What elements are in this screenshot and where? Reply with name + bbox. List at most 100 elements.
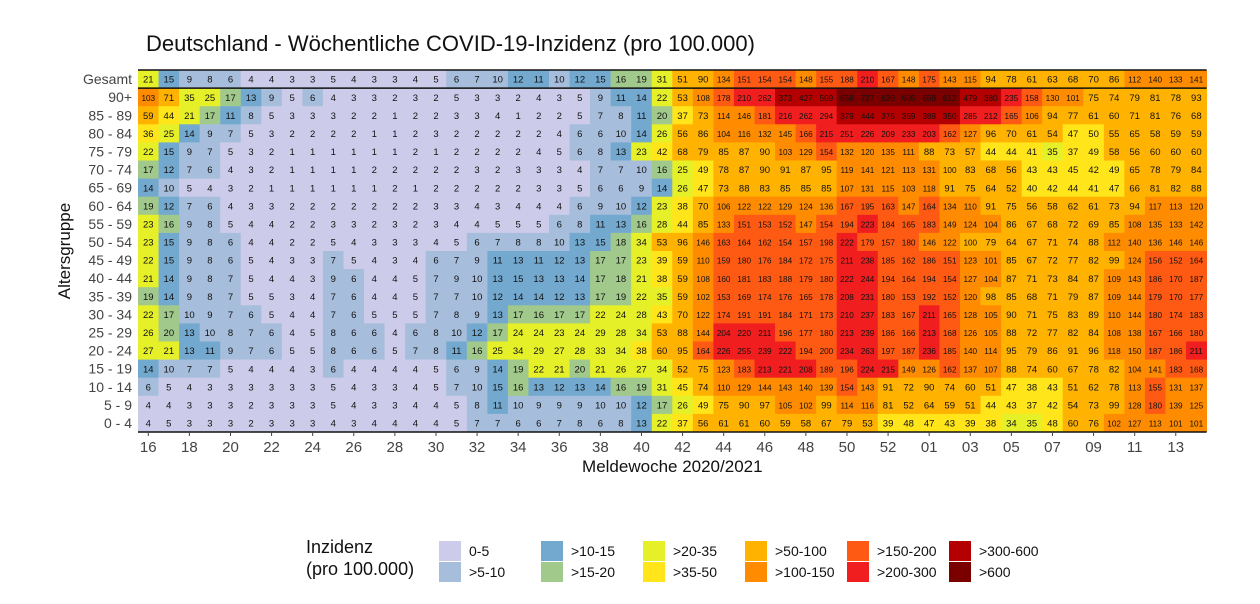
cell-value: 87 (739, 147, 750, 158)
cell-value: 612 (943, 94, 957, 103)
heatmap-cell (816, 142, 838, 161)
heatmap-cell (158, 178, 180, 198)
cell-value: 11 (595, 219, 605, 230)
heatmap-cell (1042, 359, 1064, 379)
cell-value: 9 (557, 400, 562, 411)
heatmap-cell (733, 305, 755, 324)
cell-value: 6 (228, 256, 233, 267)
heatmap-cell (1124, 359, 1146, 379)
cell-value: 9 (187, 256, 192, 267)
cell-value: 4 (392, 419, 397, 430)
cell-value: 4 (228, 165, 233, 176)
cell-value: 4 (474, 201, 479, 212)
cell-value: 77 (1068, 111, 1079, 122)
heatmap-cell (220, 214, 242, 234)
cell-value: 118 (1108, 347, 1121, 356)
heatmap-cell (158, 70, 180, 89)
heatmap-cell (1062, 395, 1084, 415)
cell-value: 128 (963, 311, 977, 320)
cell-value: 5 (433, 75, 438, 86)
heatmap-cell (322, 323, 344, 342)
cell-value: 5 (248, 274, 253, 285)
heatmap-cell (158, 413, 180, 433)
heatmap-cell (631, 70, 653, 89)
heatmap-cell (960, 70, 981, 89)
heatmap-cell (733, 287, 755, 306)
cell-value: 67 (821, 419, 832, 430)
heatmap-cell (1165, 232, 1187, 252)
heatmap-cell (322, 377, 344, 397)
heatmap-cell (220, 196, 242, 216)
heatmap-cell (795, 196, 817, 216)
cell-value: 9 (187, 219, 192, 230)
cell-value: 183 (1189, 311, 1203, 320)
heatmap-cell (1103, 214, 1125, 234)
heatmap-cell (713, 395, 735, 415)
cell-value: 79 (1129, 93, 1140, 104)
heatmap-cell (569, 70, 591, 89)
cell-value: 9 (228, 346, 233, 357)
heatmap-cell (692, 160, 714, 179)
cell-value: 4 (187, 382, 192, 393)
cell-value: 2 (310, 238, 315, 249)
cell-value: 3 (331, 111, 336, 122)
heatmap-cell (1165, 196, 1187, 216)
cell-value: 236 (922, 347, 936, 356)
cell-value: 91 (944, 183, 955, 194)
heatmap-cell (1042, 88, 1064, 107)
heatmap-cell (836, 269, 858, 288)
heatmap-cell (158, 323, 180, 342)
cell-value: 11 (493, 400, 503, 411)
cell-value: 79 (1068, 292, 1079, 303)
x-tick-label: 09 (1085, 439, 1102, 456)
cell-value: 112 (1108, 239, 1121, 248)
heatmap-cell (1144, 323, 1166, 342)
cell-value: 9 (187, 274, 192, 285)
cell-value: 135 (1148, 220, 1162, 229)
cell-value: 146 (696, 239, 710, 248)
heatmap-cell (692, 214, 714, 234)
heatmap-cell (590, 341, 612, 360)
cell-value: 3 (310, 364, 315, 375)
cell-value: 87 (1088, 292, 1099, 303)
cell-value: 1 (310, 183, 315, 194)
heatmap-cell (1042, 377, 1064, 397)
heatmap-cell (405, 178, 427, 198)
cell-value: 4 (536, 201, 541, 212)
cell-value: 167 (902, 311, 916, 320)
cell-value: 154 (820, 148, 834, 157)
cell-value: 56 (1027, 201, 1038, 212)
row-label: 45 - 49 (88, 252, 132, 268)
cell-value: 10 (595, 400, 606, 411)
heatmap-cell (1186, 341, 1207, 360)
cell-value: 3 (289, 111, 294, 122)
cell-value: 186 (922, 257, 936, 266)
heatmap-cell (322, 178, 344, 198)
cell-value: 10 (554, 75, 565, 86)
heatmap-cell (1144, 305, 1166, 324)
cell-value: 4 (269, 364, 274, 375)
heatmap-cell (302, 88, 324, 107)
cell-value: 170 (1169, 275, 1183, 284)
heatmap-cell (199, 305, 221, 324)
cell-value: 10 (616, 400, 627, 411)
cell-value: 3 (351, 419, 356, 430)
cell-value: 13 (492, 274, 503, 285)
cell-value: 37 (1068, 147, 1079, 158)
x-tick-label: 16 (140, 439, 157, 456)
cell-value: 60 (1109, 111, 1120, 122)
cell-value: 5 (392, 310, 397, 321)
heatmap-cell (939, 232, 961, 252)
heatmap-cell (487, 359, 509, 379)
cell-value: 17 (595, 292, 606, 303)
cell-value: 2 (310, 129, 315, 140)
heatmap-cell (364, 305, 385, 324)
heatmap-cell (672, 377, 694, 397)
heatmap-cell (220, 178, 242, 198)
cell-value: 3 (289, 75, 294, 86)
cell-value: 6 (454, 75, 459, 86)
heatmap-cell (651, 377, 673, 397)
cell-value: 51 (1068, 382, 1079, 393)
heatmap-cell (816, 305, 838, 324)
heatmap-cell (898, 323, 920, 342)
